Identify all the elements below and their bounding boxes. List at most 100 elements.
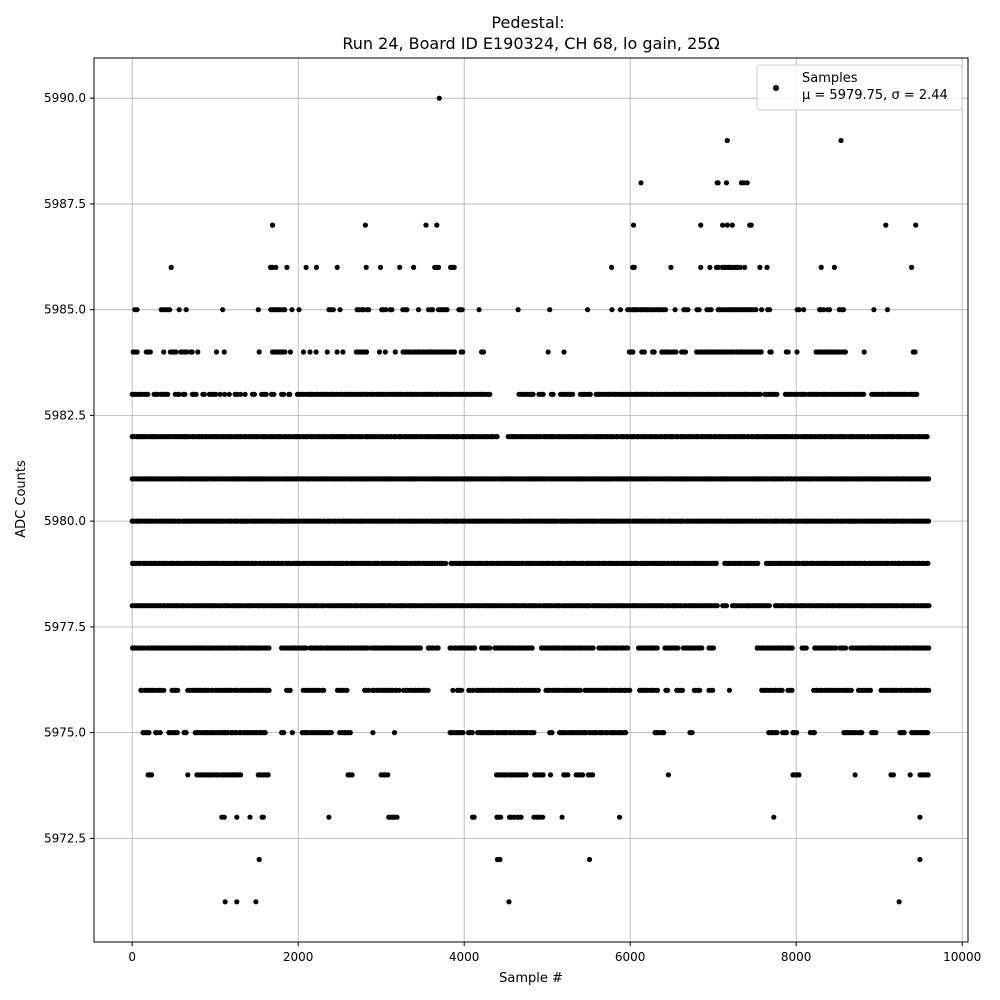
data-point bbox=[269, 222, 276, 228]
data-point bbox=[515, 307, 521, 313]
x-tick-label: 4000 bbox=[449, 950, 480, 964]
data-point bbox=[459, 687, 465, 693]
data-point bbox=[256, 349, 262, 355]
data-point bbox=[714, 603, 720, 609]
data-point bbox=[377, 264, 384, 270]
data-point bbox=[313, 264, 319, 270]
data-point bbox=[914, 391, 920, 397]
data-point bbox=[460, 349, 466, 355]
data-point bbox=[685, 307, 691, 313]
legend: Samples μ = 5979.75, σ = 2.44 bbox=[756, 64, 963, 111]
data-point bbox=[766, 603, 772, 609]
data-point bbox=[774, 391, 780, 397]
x-axis-label: Sample # bbox=[499, 971, 563, 986]
data-point bbox=[759, 307, 765, 313]
data-point bbox=[668, 264, 674, 270]
data-point bbox=[696, 307, 702, 313]
data-point bbox=[580, 772, 586, 778]
data-point bbox=[852, 772, 858, 778]
data-point bbox=[654, 645, 660, 651]
data-point bbox=[561, 349, 567, 355]
data-point bbox=[755, 560, 761, 567]
data-point bbox=[266, 687, 272, 693]
data-point bbox=[883, 222, 889, 228]
data-point bbox=[917, 856, 923, 863]
x-tick-label: 2000 bbox=[283, 950, 314, 964]
data-point bbox=[715, 180, 721, 186]
data-point bbox=[134, 307, 140, 313]
data-point bbox=[425, 687, 431, 693]
data-point bbox=[334, 264, 340, 270]
data-point bbox=[550, 391, 556, 397]
data-point bbox=[586, 856, 593, 863]
data-point bbox=[675, 645, 681, 651]
data-point bbox=[868, 687, 874, 693]
y-axis-label: ADC Counts bbox=[14, 460, 29, 538]
data-point bbox=[689, 730, 695, 736]
axes: 0 2000 4000 6000 8000 10000 5972.5 5975.0 5977.5… bbox=[44, 57, 981, 964]
data-point bbox=[363, 264, 369, 270]
data-point bbox=[289, 307, 295, 313]
data-point bbox=[469, 730, 475, 736]
y-tick-label: 5975.0 bbox=[44, 726, 86, 740]
data-point bbox=[698, 264, 704, 270]
data-point bbox=[450, 687, 456, 693]
data-point bbox=[859, 730, 865, 736]
data-point bbox=[494, 434, 500, 440]
data-point bbox=[498, 814, 504, 820]
data-point bbox=[840, 307, 847, 313]
data-point bbox=[307, 349, 313, 355]
data-point bbox=[266, 645, 272, 651]
data-point bbox=[529, 645, 535, 651]
data-point bbox=[842, 349, 849, 355]
data-point bbox=[811, 730, 818, 736]
data-point bbox=[530, 391, 536, 397]
data-point bbox=[161, 349, 167, 355]
data-point bbox=[577, 687, 583, 693]
data-point bbox=[796, 772, 802, 778]
data-point bbox=[330, 307, 336, 313]
data-point bbox=[616, 814, 623, 820]
data-point bbox=[531, 730, 537, 736]
data-point bbox=[826, 307, 833, 313]
data-point bbox=[912, 349, 918, 355]
legend-marker bbox=[773, 85, 779, 91]
data-point bbox=[925, 518, 932, 524]
data-point bbox=[176, 391, 182, 397]
data-point bbox=[609, 307, 615, 313]
data-point bbox=[570, 391, 576, 397]
data-point bbox=[708, 307, 714, 313]
data-point bbox=[724, 137, 730, 144]
data-point bbox=[183, 730, 189, 736]
data-point bbox=[926, 687, 932, 693]
data-point bbox=[362, 222, 368, 228]
data-point bbox=[710, 687, 716, 693]
data-point bbox=[757, 264, 763, 270]
data-point bbox=[146, 730, 152, 736]
data-point bbox=[925, 772, 931, 778]
data-point bbox=[324, 349, 330, 355]
data-point bbox=[174, 730, 180, 736]
data-point bbox=[609, 264, 615, 270]
data-point bbox=[472, 645, 478, 651]
data-point bbox=[349, 772, 355, 778]
data-point bbox=[184, 349, 190, 355]
data-point bbox=[843, 645, 849, 651]
data-point bbox=[213, 391, 219, 397]
data-point bbox=[344, 687, 350, 693]
chart-title: Pedestal: bbox=[491, 13, 564, 32]
data-point bbox=[547, 307, 553, 313]
data-point bbox=[913, 222, 919, 228]
data-point bbox=[185, 772, 191, 778]
data-point bbox=[360, 307, 367, 313]
data-point bbox=[764, 264, 770, 270]
data-point bbox=[630, 222, 637, 228]
data-point bbox=[901, 730, 907, 736]
data-point bbox=[213, 349, 220, 355]
data-point bbox=[334, 349, 340, 355]
data-point bbox=[238, 391, 244, 397]
data-point bbox=[430, 307, 436, 313]
data-point bbox=[385, 772, 391, 778]
